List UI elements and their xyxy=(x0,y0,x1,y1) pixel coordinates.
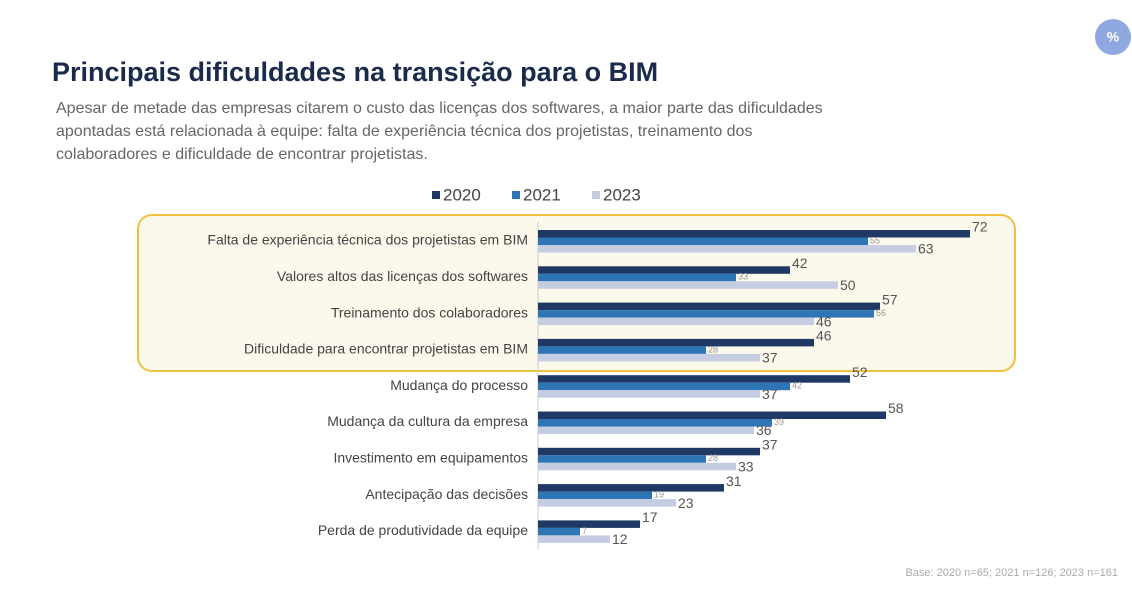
bar xyxy=(538,447,760,456)
bar xyxy=(538,382,790,391)
value-label: 46 xyxy=(816,328,832,344)
category-label: Mudança do processo xyxy=(390,377,528,393)
bar xyxy=(538,411,886,419)
note: Base: 2020 n=65; 2021 n=126; 2023 n=161 xyxy=(905,567,1118,579)
value-label: 58 xyxy=(888,400,904,416)
value-label: 36 xyxy=(756,422,772,438)
badge-label: % xyxy=(1107,29,1120,45)
value-label: 37 xyxy=(762,437,778,453)
value-label: 23 xyxy=(678,495,694,511)
bar xyxy=(538,491,652,500)
chart-title: Principais dificuldades na transição par… xyxy=(52,57,658,87)
category-label: Investimento em equipamentos xyxy=(333,450,528,466)
subtitle-line: apontadas está relacionada à equipe: fal… xyxy=(56,123,752,140)
value-label: 55 xyxy=(870,235,880,245)
value-label: 33 xyxy=(738,272,748,282)
bar xyxy=(538,245,916,253)
bar xyxy=(538,310,874,318)
bar xyxy=(538,302,880,311)
value-label: 63 xyxy=(918,241,934,257)
legend-swatch xyxy=(592,191,600,199)
bar xyxy=(538,317,814,326)
value-label: 50 xyxy=(840,277,856,293)
legend-swatch xyxy=(432,191,440,199)
bar xyxy=(538,426,754,434)
bar xyxy=(538,462,736,471)
value-label: 31 xyxy=(726,473,742,489)
category-label: Falta de experiência técnica dos projeti… xyxy=(207,232,528,248)
category-label: Perda de produtividade da equipe xyxy=(318,522,528,538)
bar xyxy=(538,237,868,245)
bar xyxy=(538,273,736,282)
bar xyxy=(538,346,706,354)
value-label: 56 xyxy=(876,308,886,318)
value-label: 17 xyxy=(642,509,658,525)
value-label: 37 xyxy=(762,386,778,402)
value-label: 39 xyxy=(774,417,784,427)
bar xyxy=(538,230,970,238)
bar xyxy=(538,527,580,536)
bar xyxy=(538,338,814,347)
bar xyxy=(538,375,850,383)
bar xyxy=(538,390,760,398)
bar xyxy=(538,419,772,427)
legend-swatch xyxy=(512,191,520,199)
category-label: Antecipação das decisões xyxy=(365,486,528,502)
value-label: 37 xyxy=(762,350,778,366)
value-label: 52 xyxy=(852,364,868,380)
category-label: Valores altos das licenças dos softwares xyxy=(277,268,528,284)
legend-label: 2020 xyxy=(443,185,481,204)
badge xyxy=(1095,19,1131,55)
value-label: 46 xyxy=(816,313,832,329)
bar xyxy=(538,353,760,362)
category-label: Mudança da cultura da empresa xyxy=(327,413,528,429)
bar xyxy=(538,281,838,289)
value-label: 72 xyxy=(972,219,988,235)
bar xyxy=(538,484,724,492)
bar xyxy=(538,266,790,274)
bar xyxy=(538,455,706,463)
bar xyxy=(538,520,640,528)
legend-label: 2023 xyxy=(603,185,641,204)
value-label: 57 xyxy=(882,291,898,307)
value-label: 42 xyxy=(792,255,808,271)
highlight-box xyxy=(137,214,1016,372)
value-label: 7 xyxy=(582,526,587,536)
value-label: 28 xyxy=(708,453,718,463)
category-label: Dificuldade para encontrar projetistas e… xyxy=(244,341,528,357)
value-label: 42 xyxy=(792,381,802,391)
value-label: 12 xyxy=(612,531,628,547)
value-label: 28 xyxy=(708,344,718,354)
bar xyxy=(538,535,610,543)
value-label: 33 xyxy=(738,459,754,475)
value-label: 19 xyxy=(654,489,664,499)
subtitle-line: colaboradores e dificuldade de encontrar… xyxy=(56,146,428,163)
legend-label: 2021 xyxy=(523,185,561,204)
category-label: Treinamento dos colaboradores xyxy=(331,304,528,320)
bar xyxy=(538,499,676,507)
subtitle-line: Apesar de metade das empresas citarem o … xyxy=(56,100,823,117)
